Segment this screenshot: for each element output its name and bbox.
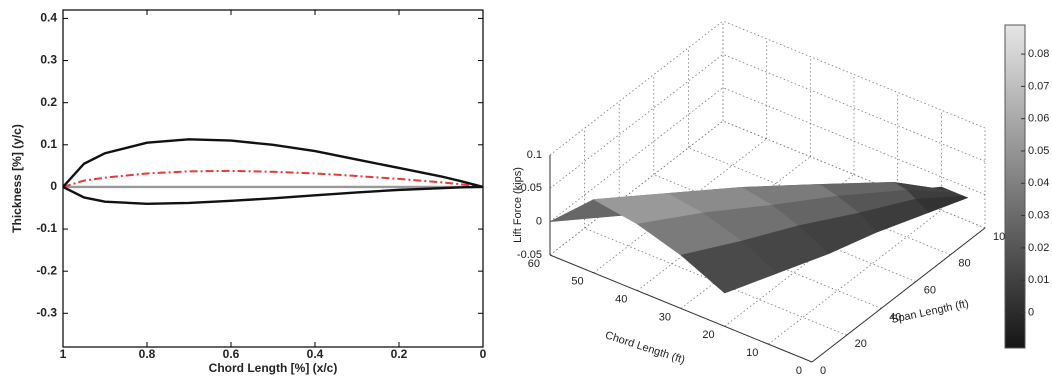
colorbar-tick-label: 0.02 [1028, 242, 1049, 254]
plot-frame [62, 9, 484, 348]
y-tick-label: 0.3 [40, 53, 57, 67]
surface-cell [680, 240, 778, 294]
y-tick-label: 80 [958, 258, 970, 270]
x-tick-label: 20 [702, 329, 714, 341]
y-tick-label: -0.3 [36, 305, 57, 319]
x-tick-label: 1 [60, 347, 67, 361]
z-tick-label: 0.1 [527, 149, 542, 161]
z-tick-label: 0 [536, 216, 542, 228]
colorbar [1004, 24, 1026, 349]
colorbar-tick-label: 0.06 [1028, 113, 1049, 125]
series-line [62, 138, 484, 189]
x-tick-label: 50 [571, 276, 583, 288]
x-axis-label: Chord Length [%] (x/c) [209, 361, 338, 375]
x-tick-label: 0 [480, 347, 487, 361]
x-tick-label: 0.4 [307, 347, 324, 361]
y-tick-label: 40 [889, 311, 901, 323]
grid-line [549, 54, 724, 189]
z-axis-label: Lift Force (kips) [512, 167, 524, 243]
grid-line [549, 20, 724, 156]
y-tick-label: 20 [855, 338, 867, 350]
z-tick-label: 0.05 [521, 182, 542, 194]
y-tick-label: -0.1 [36, 221, 57, 235]
x-tick-label: 0.6 [223, 347, 240, 361]
grid-line [549, 87, 724, 222]
x-axis-label: Chord Length (ft) [604, 329, 687, 366]
y-tick-label: 0.4 [40, 11, 57, 25]
x-tick-label: 10 [746, 347, 758, 359]
colorbar-tick-label: 0.01 [1028, 274, 1049, 286]
x-tick-label: 60 [528, 258, 540, 270]
x-tick-label: 0.2 [391, 347, 408, 361]
z-tick-label: -0.05 [517, 249, 542, 261]
colorbar-tick-label: 0.03 [1028, 209, 1049, 221]
colorbar-tick-label: 0.08 [1028, 48, 1049, 60]
colorbar-tick-label: 0.05 [1028, 145, 1049, 157]
x-tick-label: 30 [659, 311, 671, 323]
colorbar-tick-label: 0.07 [1028, 80, 1049, 92]
x-tick-label: 40 [615, 294, 627, 306]
y-axis-label: Span Length (ft) [890, 298, 970, 326]
grid-line [549, 120, 724, 256]
y-tick-label: 0 [820, 365, 826, 377]
y-tick-label: 0.1 [40, 137, 57, 151]
y-tick-label: 60 [924, 285, 936, 297]
series-line [62, 169, 484, 188]
colorbar-tick-label: 0 [1028, 306, 1034, 318]
y-axis-label: Thickness [%] (y/c) [10, 124, 24, 233]
y-tick-label: 0 [50, 179, 57, 193]
grid-line [768, 209, 942, 345]
colorbar-tick-label: 0.04 [1028, 177, 1049, 189]
y-tick-label: 0.2 [40, 95, 57, 109]
x-tick-label: 0.8 [139, 347, 156, 361]
series-line [62, 185, 484, 205]
axis-line [811, 227, 986, 363]
x-tick-label: 0 [796, 365, 802, 377]
y-tick-label: -0.2 [36, 263, 57, 277]
axis-line [549, 254, 813, 363]
